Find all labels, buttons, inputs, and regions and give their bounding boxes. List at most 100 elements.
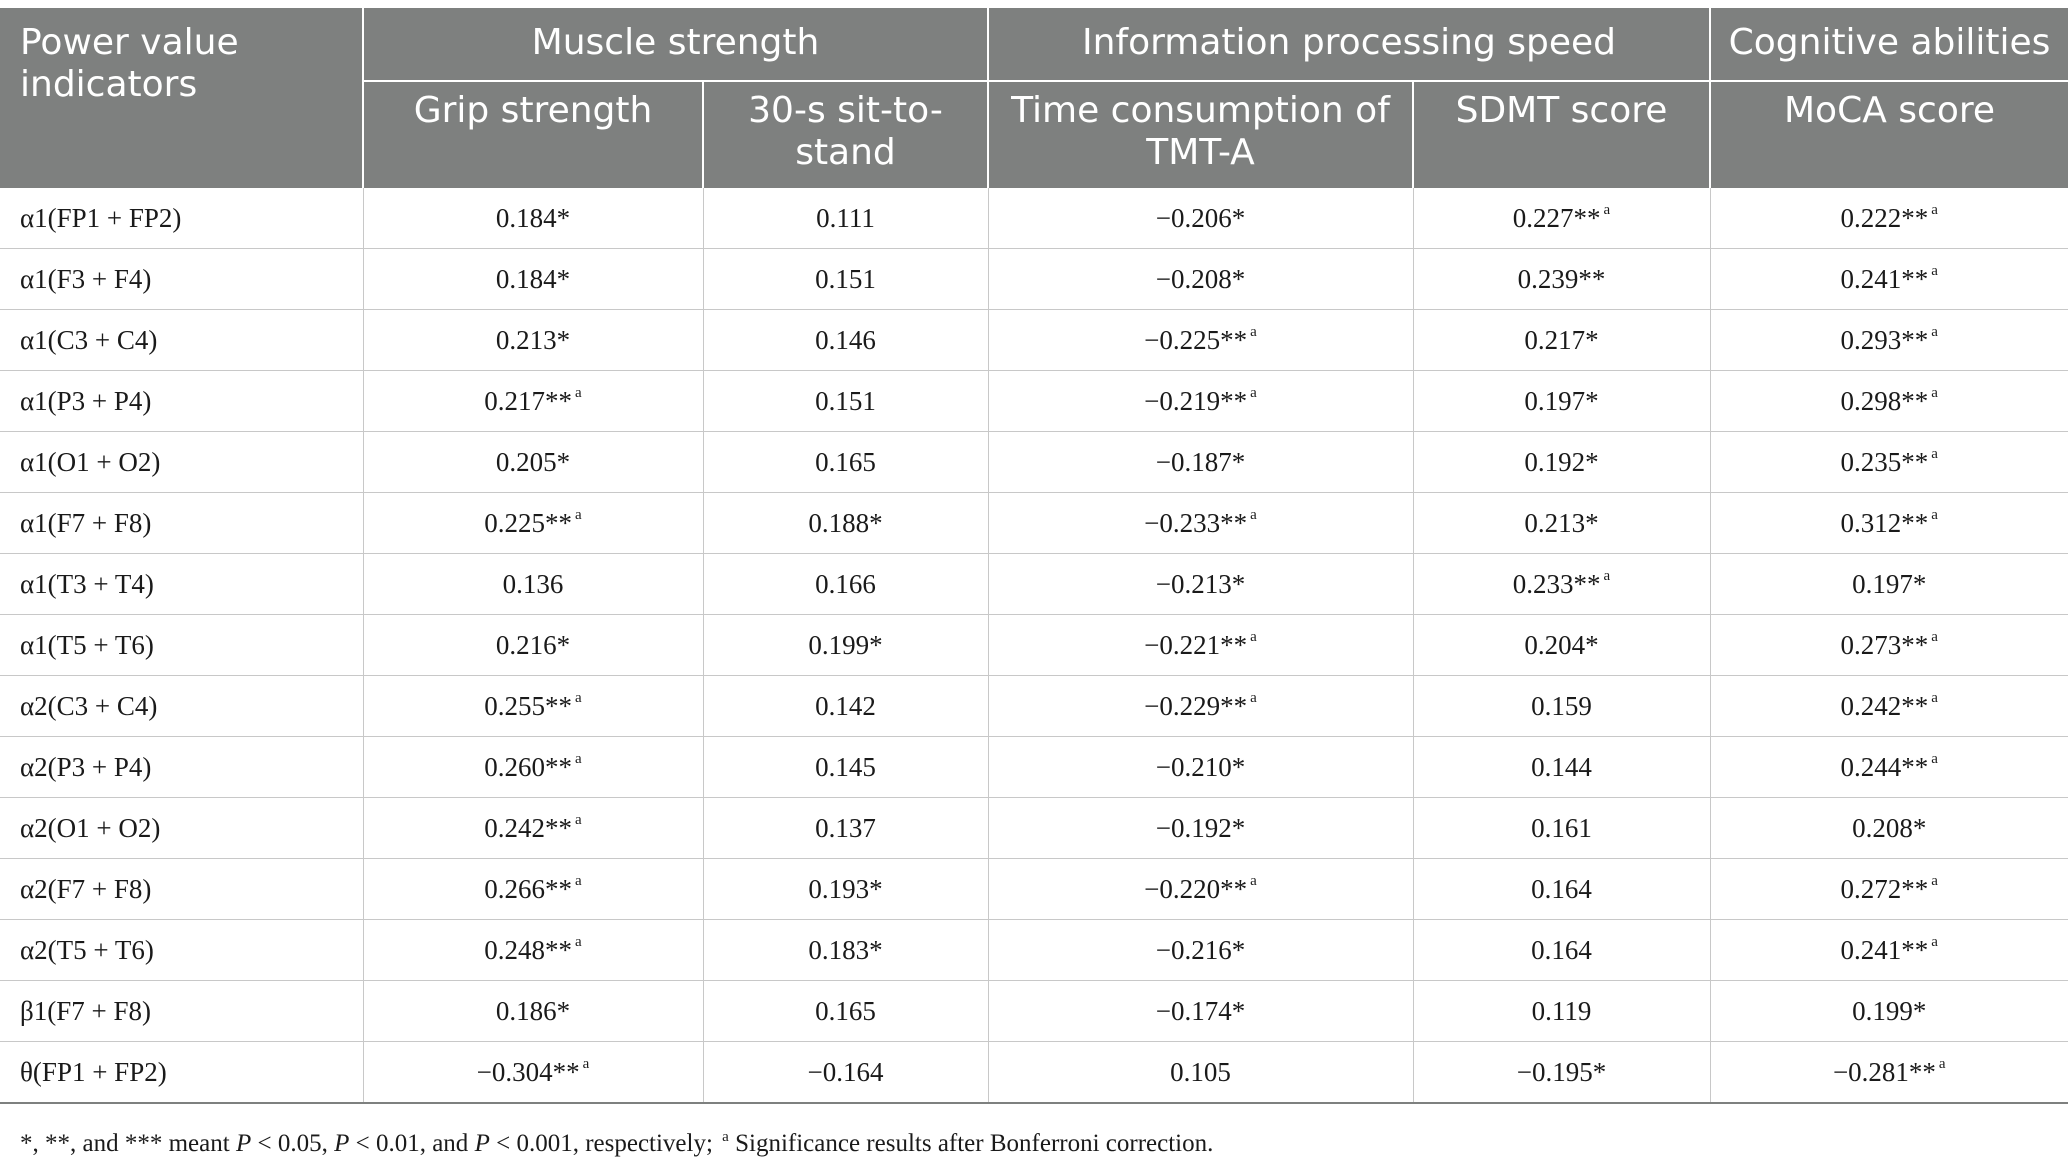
cell-value: 0.242** (1840, 690, 1929, 721)
table-cell: 0.105 (988, 1041, 1414, 1104)
cell-value: 0.144 (1531, 751, 1592, 782)
cell-value: 0.164 (1531, 873, 1592, 904)
table-cell: 0.205* (363, 431, 704, 493)
cell-value: 0.159 (1531, 690, 1592, 721)
table-body: α1(FP1 + FP2) 0.184* 0.111 −0.206* 0.227** a 0… (0, 188, 2068, 1104)
cell-value: −0.221** (1144, 629, 1248, 660)
bonferroni-marker: a (1931, 628, 1938, 645)
cell-value: 0.241** (1840, 934, 1929, 965)
table-cell: −0.219** a (988, 370, 1414, 432)
table-row: β1(F7 + F8) 0.186* 0.165 −0.174* 0.119 0.199* (0, 980, 2068, 1042)
table-cell: 0.164 (1413, 858, 1711, 920)
bonferroni-marker: a (582, 1055, 590, 1072)
table-cell: −0.221** a (988, 614, 1414, 676)
table-row: α2(F7 + F8) 0.266** a 0.193* −0.220** a 0.164 0… (0, 858, 2068, 920)
column-header-grip-strength: Grip strength (363, 81, 704, 188)
cell-value: −0.208* (1155, 263, 1246, 294)
table-cell: −0.233** a (988, 492, 1414, 554)
row-label: α2(P3 + P4) (0, 736, 364, 798)
bonferroni-marker: a (1931, 445, 1938, 462)
table-cell: 0.197* (1413, 370, 1711, 432)
table-cell: 0.199* (703, 614, 989, 676)
correlation-table: Power value indicators Muscle strength I… (0, 8, 2068, 1104)
table-cell: 0.204* (1413, 614, 1711, 676)
table-cell: 0.241** a (1710, 919, 2068, 981)
cell-value: 0.184* (495, 263, 571, 294)
table-cell: 0.146 (703, 309, 989, 371)
table-cell: 0.199* (1710, 980, 2068, 1042)
cell-value: 0.213* (495, 324, 571, 355)
cell-value: 0.222** (1840, 202, 1929, 233)
table-cell: 0.193* (703, 858, 989, 920)
bonferroni-marker: a (1931, 201, 1938, 218)
table-row: α2(P3 + P4) 0.260** a 0.145 −0.210* 0.144 0.24… (0, 736, 2068, 798)
bonferroni-marker: a (1931, 933, 1938, 950)
cell-value: 0.199* (808, 629, 883, 660)
footnote-text: < 0.01, and (349, 1130, 475, 1157)
bonferroni-marker: a (1938, 1055, 1946, 1072)
bonferroni-marker: a (1931, 872, 1938, 889)
cell-value: 0.260** (484, 751, 573, 782)
table-cell: 0.298** a (1710, 370, 2068, 432)
row-header-label: Power value indicators (0, 8, 364, 188)
table-header: Power value indicators Muscle strength I… (0, 8, 2068, 188)
footnote-text: *, **, and *** meant (20, 1130, 236, 1157)
table-cell: 0.165 (703, 980, 989, 1042)
table-cell: −0.174* (988, 980, 1414, 1042)
cell-value: −0.164 (807, 1056, 884, 1087)
cell-value: 0.205* (495, 446, 571, 477)
cell-value: 0.241** (1840, 263, 1929, 294)
bonferroni-marker: a (1603, 567, 1611, 584)
table-cell: 0.266** a (363, 858, 704, 920)
cell-value: 0.225** (484, 507, 573, 538)
cell-value: 0.217** (484, 385, 573, 416)
row-label: α1(O1 + O2) (0, 431, 364, 493)
cell-value: 0.216* (495, 629, 571, 660)
row-label: α2(T5 + T6) (0, 919, 364, 981)
table-cell: 0.136 (363, 553, 704, 615)
column-header-tmt-a: Time consumption of TMT-A (988, 81, 1414, 188)
row-label: α1(FP1 + FP2) (0, 188, 364, 249)
cell-value: −0.225** (1144, 324, 1248, 355)
cell-value: 0.293** (1840, 324, 1929, 355)
footnote-text: Significance results after Bonferroni co… (728, 1130, 1214, 1157)
cell-value: 0.298** (1840, 385, 1929, 416)
cell-value: 0.166 (815, 568, 876, 599)
table-cell: −0.192* (988, 797, 1414, 859)
table-cell: 0.260** a (363, 736, 704, 798)
table-cell: −0.210* (988, 736, 1414, 798)
cell-value: 0.165 (815, 446, 876, 477)
column-header-moca-score: MoCA score (1710, 81, 2068, 188)
footnote-p: P (334, 1130, 350, 1157)
cell-value: −0.220** (1144, 873, 1248, 904)
cell-value: −0.229** (1144, 690, 1248, 721)
cell-value: 0.235** (1840, 446, 1929, 477)
bonferroni-marker: a (1250, 323, 1257, 340)
table-cell: 0.144 (1413, 736, 1711, 798)
cell-value: −0.281** (1832, 1056, 1936, 1087)
cell-value: 0.151 (815, 263, 876, 294)
table-cell: 0.217** a (363, 370, 704, 432)
table-cell: 0.151 (703, 248, 989, 310)
table-cell: −0.213* (988, 553, 1414, 615)
cell-value: 0.204* (1524, 629, 1599, 660)
table-cell: 0.213* (363, 309, 704, 371)
cell-value: 0.183* (808, 934, 883, 965)
table-cell: −0.208* (988, 248, 1414, 310)
cell-value: 0.197* (1524, 385, 1599, 416)
cell-value: 0.273** (1840, 629, 1929, 660)
bonferroni-marker: a (1931, 750, 1938, 767)
cell-value: 0.111 (816, 202, 875, 233)
table-cell: −0.187* (988, 431, 1414, 493)
table-cell: 0.184* (363, 188, 704, 249)
table-cell: 0.217* (1413, 309, 1711, 371)
table-cell: −0.281** a (1710, 1041, 2068, 1104)
table-cell: 0.208* (1710, 797, 2068, 859)
table-cell: 0.235** a (1710, 431, 2068, 493)
row-label: β1(F7 + F8) (0, 980, 364, 1042)
table-cell: 0.165 (703, 431, 989, 493)
cell-value: −0.206* (1155, 202, 1246, 233)
table-row: α1(FP1 + FP2) 0.184* 0.111 −0.206* 0.227** a 0… (0, 188, 2068, 249)
cell-value: −0.213* (1155, 568, 1246, 599)
cell-value: 0.227** (1512, 202, 1601, 233)
